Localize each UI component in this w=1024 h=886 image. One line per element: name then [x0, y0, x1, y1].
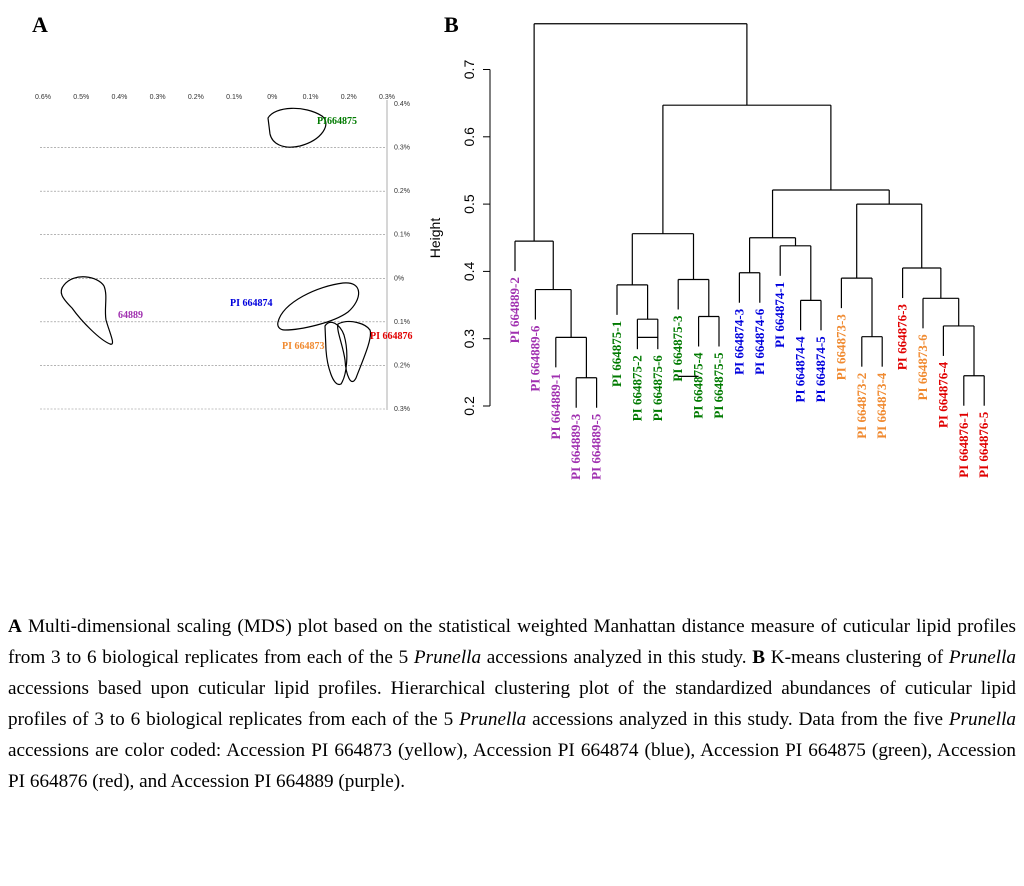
hull-pi664875	[267, 107, 327, 148]
mds-y-tick: 0.1%	[394, 232, 410, 239]
caption-genus-1: Prunella	[413, 647, 482, 668]
dend-leaf-label: PI 664875-4	[691, 352, 706, 419]
caption-a-label: A	[8, 616, 22, 637]
mds-x-tick: 0.1%	[226, 94, 242, 101]
dend-leaf-label: PI 664874-1	[772, 282, 787, 348]
dend-leaf-label: PI 664874-4	[793, 336, 808, 403]
dendrogram-branches	[514, 23, 985, 408]
caption-genus-3: Prunella	[459, 709, 527, 730]
dend-leaf-label: PI 664873-2	[854, 373, 869, 439]
caption-genus-2: Prunella	[948, 647, 1016, 668]
dend-leaf-label: PI 664889-3	[568, 413, 583, 480]
mds-x-tick: 0.2%	[188, 94, 204, 101]
mds-gridlines	[40, 147, 385, 410]
dend-leaf-label: PI 664876-3	[895, 304, 910, 371]
dend-y-tick-label: 0.5	[461, 194, 477, 214]
dend-leaf-label: PI 664874-6	[752, 308, 767, 375]
dend-leaf-label: PI 664875-6	[650, 355, 665, 422]
mds-x-tick: 0%	[267, 94, 277, 101]
dend-leaf-label: PI 664875-3	[670, 315, 685, 382]
caption-b-text-2: accessions based upon cuticular lipid pr…	[8, 678, 1016, 730]
mds-x-tick: 0.3%	[379, 94, 395, 101]
dendrogram-y-axis: 0.2 0.3 0.4 0.5 0.6 0.7 Height	[427, 60, 491, 416]
caption-a-text-1: Multi-dimensional scaling (MDS) plot bas…	[8, 616, 1016, 668]
cluster-label-pi664875: PI664875	[317, 116, 357, 127]
dend-leaf-label: PI 664874-5	[813, 336, 828, 403]
mds-y-tick: 0.3%	[394, 145, 410, 152]
mds-x-tick-labels: 0.6% 0.5% 0.4% 0.3% 0.2% 0.1% 0% 0.1% 0.2% 0.3%	[35, 94, 395, 101]
dend-leaf-label: PI 664889-2	[507, 277, 522, 343]
mds-cluster-hulls	[60, 107, 372, 385]
mds-x-tick: 0.2%	[341, 94, 357, 101]
dend-y-tick-label: 0.2	[461, 396, 477, 416]
mds-x-tick: 0.5%	[73, 94, 89, 101]
mds-y-tick-labels: 0.4% 0.3% 0.2% 0.1% 0% 0.1% 0.2% 0.3%	[394, 101, 410, 413]
caption-b-label: B	[752, 647, 766, 668]
mds-y-tick: 0.4%	[394, 101, 410, 108]
mds-y-tick: 0.2%	[394, 362, 410, 369]
cluster-label-pi664874: PI 664874	[230, 298, 273, 309]
dend-leaf-label: PI 664873-6	[915, 334, 930, 401]
dend-ylabel: Height	[427, 218, 443, 259]
mds-x-tick: 0.6%	[35, 94, 51, 101]
dend-leaf-label: PI 664889-6	[527, 325, 542, 392]
mds-x-tick: 0.4%	[111, 94, 127, 101]
dend-leaf-label: PI 664889-1	[548, 373, 563, 439]
mds-y-tick: 0.1%	[394, 319, 410, 326]
caption-b-text-4: accessions are color coded: Accession PI…	[8, 740, 1016, 792]
dend-leaf-label: PI 664875-5	[711, 352, 726, 419]
dendrogram-leaf-labels: PI 664889-2 PI 664889-6 PI 664889-1 PI 6648…	[507, 277, 991, 480]
dend-leaf-label: PI 664873-4	[874, 372, 889, 439]
mds-y-tick: 0.2%	[394, 188, 410, 195]
mds-plot: 0.6% 0.5% 0.4% 0.3% 0.2% 0.1% 0% 0.1% 0.2% 0.3% 0…	[35, 94, 413, 413]
caption-genus-4: Prunella	[948, 709, 1017, 730]
hull-pi664876	[337, 320, 372, 383]
cluster-label-pi664876: PI 664876	[370, 331, 413, 342]
dend-leaf-label: PI 664889-5	[589, 413, 604, 480]
cluster-label-pi664873: PI 664873	[282, 341, 325, 352]
dend-y-tick-label: 0.6	[461, 127, 477, 147]
panel-a-label: A	[32, 12, 48, 37]
hull-pi664873	[324, 321, 348, 385]
mds-y-tick: 0%	[394, 275, 404, 282]
dend-y-tick-label: 0.3	[461, 329, 477, 349]
hull-pi664874	[277, 282, 360, 331]
dend-leaf-label: PI 664876-4	[935, 361, 950, 428]
dend-leaf-label: PI 664875-2	[629, 355, 644, 421]
caption-a-text-2: accessions analyzed in this study.	[481, 647, 753, 668]
panel-b-label: B	[444, 12, 459, 37]
cluster-label-64889: 64889	[118, 310, 143, 321]
mds-x-tick: 0.3%	[150, 94, 166, 101]
caption-b-text-3: accessions analyzed in this study. Data …	[526, 709, 949, 730]
dend-y-tick-label: 0.4	[461, 261, 477, 281]
dend-leaf-label: PI 664874-3	[731, 308, 746, 375]
dend-leaf-label: PI 664876-5	[976, 411, 991, 478]
mds-y-tick: 0.3%	[394, 406, 410, 413]
dend-leaf-label: PI 664875-1	[609, 321, 624, 387]
hull-pi664889	[60, 276, 114, 345]
dend-y-tick-label: 0.7	[461, 60, 477, 80]
figure-caption: A Multi-dimensional scaling (MDS) plot b…	[8, 611, 1016, 797]
caption-b-text-1: K-means clustering of	[765, 647, 949, 668]
dend-leaf-label: PI 664873-3	[833, 314, 848, 381]
mds-x-tick: 0.1%	[303, 94, 319, 101]
dend-leaf-label: PI 664876-1	[956, 412, 971, 478]
